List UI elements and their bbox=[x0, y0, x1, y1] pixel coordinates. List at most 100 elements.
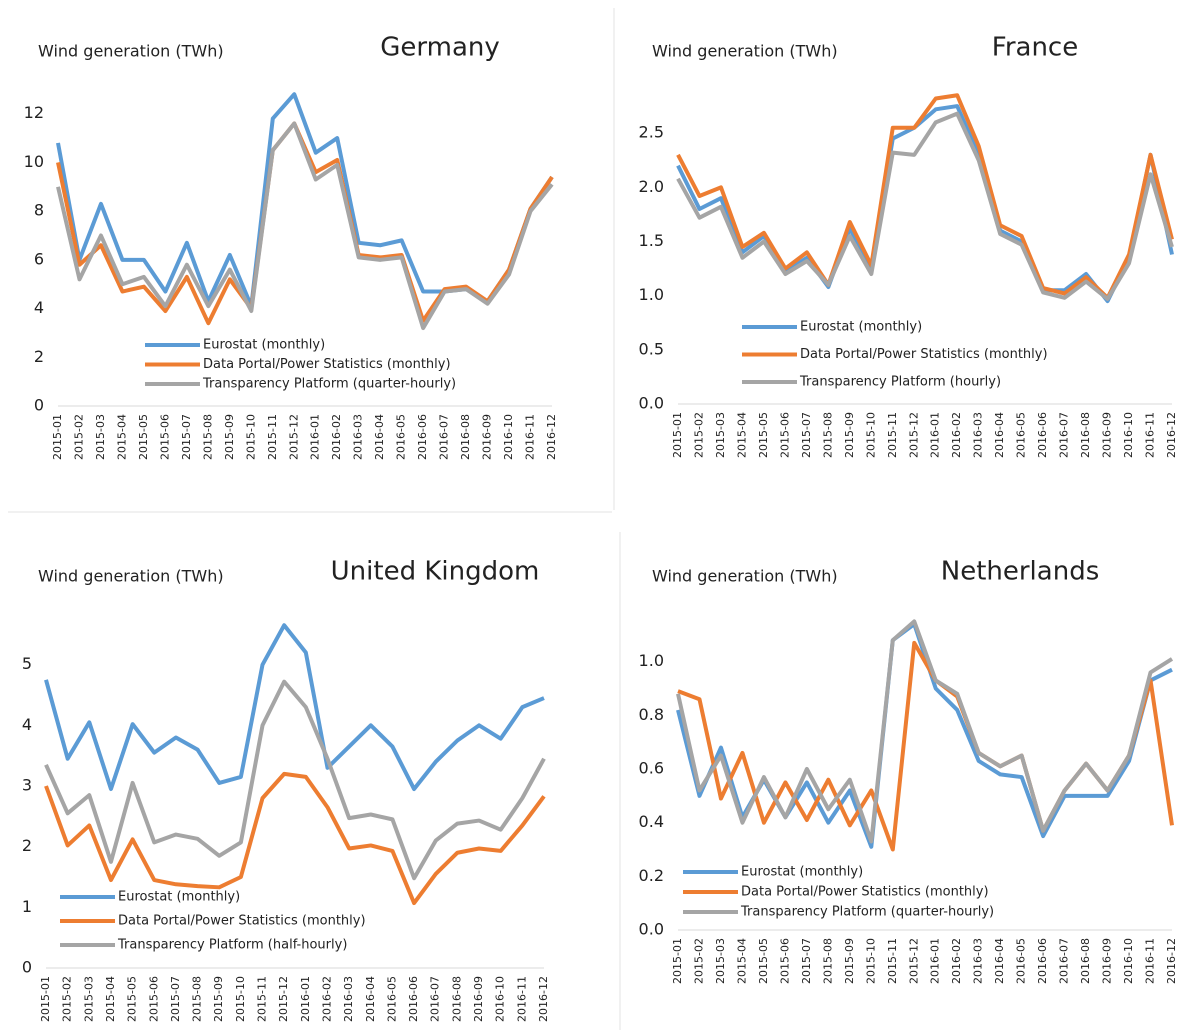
x-tick-label: 2016-11 bbox=[515, 976, 528, 1022]
x-tick-label: 2015-01 bbox=[51, 414, 64, 460]
x-tick-label: 2015-02 bbox=[72, 414, 85, 460]
x-tick-label: 2016-05 bbox=[1015, 938, 1028, 984]
x-tick-label: 2015-01 bbox=[671, 412, 684, 458]
x-tick-label: 2015-09 bbox=[843, 412, 856, 458]
x-tick-label: 2015-10 bbox=[234, 976, 247, 1022]
x-tick-label: 2016-08 bbox=[450, 976, 463, 1022]
y-tick-label: 1.0 bbox=[639, 651, 664, 670]
x-tick-label: 2015-04 bbox=[735, 412, 748, 458]
x-tick-label: 2015-10 bbox=[244, 414, 257, 460]
x-tick-label: 2016-09 bbox=[1101, 938, 1114, 984]
chart-title: United Kingdom bbox=[331, 557, 540, 587]
series-line bbox=[676, 619, 1174, 844]
series-line bbox=[676, 622, 1173, 849]
x-tick-label: 2016-12 bbox=[1165, 412, 1178, 458]
x-tick-label: 2015-09 bbox=[223, 414, 236, 460]
x-tick-label: 2016-03 bbox=[972, 412, 985, 458]
x-tick-label: 2016-07 bbox=[429, 976, 442, 1022]
chart-title: Netherlands bbox=[941, 557, 1100, 587]
x-tick-label: 2015-10 bbox=[864, 412, 877, 458]
x-tick-label: 2015-11 bbox=[886, 938, 899, 984]
x-tick-label: 2015-11 bbox=[886, 412, 899, 458]
y-axis-label: Wind generation (TWh) bbox=[38, 42, 224, 61]
y-tick-label: 0.4 bbox=[639, 812, 664, 831]
x-tick-label: 2016-06 bbox=[407, 976, 420, 1022]
x-tick-label: 2016-04 bbox=[993, 412, 1006, 458]
x-tick-label: 2015-01 bbox=[39, 976, 52, 1022]
y-tick-label: 5 bbox=[22, 654, 32, 673]
x-tick-label: 2016-12 bbox=[537, 976, 550, 1022]
x-tick-label: 2016-09 bbox=[1101, 412, 1114, 458]
x-tick-label: 2015-07 bbox=[180, 414, 193, 460]
x-tick-label: 2016-03 bbox=[342, 976, 355, 1022]
legend-label: Data Portal/Power Statistics (monthly) bbox=[203, 357, 451, 372]
y-tick-label: 2.0 bbox=[639, 177, 664, 196]
y-tick-label: 0.5 bbox=[639, 339, 664, 358]
x-tick-label: 2015-11 bbox=[256, 976, 269, 1022]
x-tick-label: 2016-07 bbox=[1058, 412, 1071, 458]
y-tick-label: 12 bbox=[24, 103, 44, 122]
legend-label: Transparency Platform (quarter-hourly) bbox=[202, 377, 456, 392]
x-tick-label: 2016-05 bbox=[1015, 412, 1028, 458]
x-tick-label: 2015-06 bbox=[147, 976, 160, 1022]
x-tick-label: 2016-06 bbox=[1036, 938, 1049, 984]
x-tick-label: 2015-05 bbox=[757, 412, 770, 458]
y-tick-label: 0.8 bbox=[639, 705, 664, 724]
x-tick-label: 2015-05 bbox=[757, 938, 770, 984]
x-tick-label: 2015-03 bbox=[94, 414, 107, 460]
y-axis-label: Wind generation (TWh) bbox=[652, 42, 838, 61]
x-tick-label: 2016-08 bbox=[1079, 938, 1092, 984]
x-tick-label: 2015-04 bbox=[104, 976, 117, 1022]
x-tick-label: 2015-02 bbox=[61, 976, 74, 1022]
x-tick-label: 2016-10 bbox=[502, 414, 515, 460]
x-tick-label: 2016-09 bbox=[481, 414, 494, 460]
x-tick-label: 2015-08 bbox=[201, 414, 214, 460]
x-tick-label: 2016-03 bbox=[352, 414, 365, 460]
x-tick-label: 2016-10 bbox=[1122, 412, 1135, 458]
y-tick-label: 2 bbox=[22, 836, 32, 855]
y-tick-label: 1 bbox=[22, 897, 32, 916]
legend-label: Transparency Platform (quarter-hourly) bbox=[740, 905, 994, 920]
x-tick-label: 2016-01 bbox=[929, 412, 942, 458]
x-tick-label: 2016-04 bbox=[993, 938, 1006, 984]
y-tick-label: 0.0 bbox=[639, 920, 664, 939]
x-tick-label: 2016-11 bbox=[1144, 938, 1157, 984]
x-tick-label: 2015-12 bbox=[287, 414, 300, 460]
x-tick-label: 2015-03 bbox=[714, 412, 727, 458]
x-tick-label: 2016-11 bbox=[524, 414, 537, 460]
x-tick-label: 2015-02 bbox=[692, 938, 705, 984]
series-line bbox=[56, 121, 554, 331]
legend-label: Eurostat (monthly) bbox=[118, 890, 240, 905]
x-tick-label: 2016-08 bbox=[1079, 412, 1092, 458]
y-axis-label: Wind generation (TWh) bbox=[38, 567, 224, 586]
y-tick-label: 10 bbox=[24, 152, 44, 171]
y-tick-label: 1.5 bbox=[639, 231, 664, 250]
x-tick-label: 2015-12 bbox=[277, 976, 290, 1022]
y-tick-label: 0.0 bbox=[639, 394, 664, 413]
y-axis-label: Wind generation (TWh) bbox=[652, 567, 838, 586]
series-line bbox=[677, 640, 1174, 852]
x-tick-label: 2016-06 bbox=[1036, 412, 1049, 458]
x-tick-label: 2016-10 bbox=[494, 976, 507, 1022]
x-tick-label: 2015-12 bbox=[907, 412, 920, 458]
y-tick-label: 0 bbox=[34, 396, 44, 415]
legend-label: Transparency Platform (hourly) bbox=[799, 375, 1001, 390]
x-tick-label: 2016-02 bbox=[950, 412, 963, 458]
y-tick-label: 4 bbox=[34, 298, 44, 317]
series-line bbox=[44, 771, 546, 906]
x-tick-label: 2016-01 bbox=[309, 414, 322, 460]
x-tick-label: 2015-03 bbox=[82, 976, 95, 1022]
x-tick-label: 2015-06 bbox=[778, 412, 791, 458]
x-tick-label: 2016-08 bbox=[459, 414, 472, 460]
x-tick-label: 2016-07 bbox=[438, 414, 451, 460]
x-tick-label: 2016-04 bbox=[364, 976, 377, 1022]
x-tick-label: 2015-07 bbox=[169, 976, 182, 1022]
x-tick-label: 2015-09 bbox=[212, 976, 225, 1022]
y-tick-label: 1.0 bbox=[639, 285, 664, 304]
x-tick-label: 2016-02 bbox=[320, 976, 333, 1022]
legend-label: Eurostat (monthly) bbox=[203, 338, 325, 353]
x-tick-label: 2015-01 bbox=[671, 938, 684, 984]
x-tick-label: 2015-08 bbox=[191, 976, 204, 1022]
legend-label: Eurostat (monthly) bbox=[741, 865, 863, 880]
